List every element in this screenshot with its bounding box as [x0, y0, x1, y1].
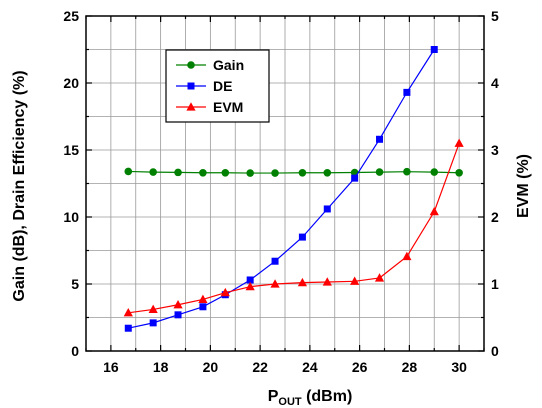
- data-point-evm: [297, 277, 308, 287]
- legend-marker-gain: [187, 61, 195, 69]
- x-tick-label: 24: [302, 359, 318, 375]
- y-right-tick-label: 3: [491, 142, 499, 158]
- data-point-evm: [322, 277, 332, 286]
- series-gain: [124, 167, 463, 177]
- y-left-tick-label: 25: [63, 8, 79, 24]
- legend: Gain DE EVM: [165, 49, 270, 123]
- x-axis-title-unit: (dBm): [302, 388, 353, 405]
- data-point-gain: [430, 168, 439, 176]
- y-right-tick-label: 5: [491, 8, 499, 24]
- data-point-de: [124, 324, 132, 332]
- x-axis-title-main: P: [268, 388, 279, 405]
- data-point-evm: [245, 281, 255, 291]
- data-point-gain: [375, 168, 384, 176]
- legend-label-de: DE: [213, 78, 232, 94]
- y-axis-left-title: Gain (dB), Drain Efficiency (%): [11, 70, 28, 301]
- data-point-de: [376, 135, 384, 143]
- y-axis-right-title: EVM (%): [515, 154, 532, 218]
- data-point-evm: [350, 276, 360, 285]
- data-point-evm: [123, 308, 133, 317]
- data-point-gain: [199, 168, 207, 177]
- data-point-de: [199, 303, 207, 311]
- series-evm: [123, 138, 464, 317]
- data-point-gain: [298, 168, 307, 177]
- y-right-tick-label: 0: [491, 343, 499, 359]
- data-point-de: [271, 257, 279, 265]
- x-axis-title: POUT (dBm): [268, 388, 353, 408]
- legend-label-gain: Gain: [213, 57, 244, 73]
- series-de: [124, 46, 438, 332]
- x-tick-label: 28: [402, 359, 418, 375]
- data-point-de: [174, 311, 182, 319]
- data-point-gain: [174, 168, 182, 177]
- data-point-de: [403, 88, 411, 96]
- y-left-tick-label: 15: [63, 142, 79, 158]
- y-right-tick-label: 2: [491, 209, 499, 225]
- legend-label-evm: EVM: [213, 99, 243, 115]
- data-point-evm: [429, 206, 439, 216]
- data-point-de: [298, 233, 306, 241]
- data-point-gain: [246, 169, 254, 177]
- legend-marker-evm: [186, 102, 196, 111]
- data-point-de: [246, 276, 254, 284]
- y-right-tick-label: 1: [491, 276, 499, 292]
- series-layer: [123, 46, 464, 332]
- data-point-de: [149, 319, 157, 327]
- data-point-de: [323, 205, 331, 213]
- x-tick-label: 20: [203, 359, 219, 375]
- y-left-tick-label: 5: [71, 276, 79, 292]
- x-tick-label: 30: [451, 359, 467, 375]
- x-tick-label: 18: [153, 359, 169, 375]
- data-point-de: [351, 174, 359, 182]
- series-line-gain: [128, 170, 460, 174]
- data-point-evm: [374, 273, 385, 282]
- data-point-gain: [124, 167, 133, 176]
- y-left-tick-label: 0: [71, 343, 79, 359]
- data-point-gain: [455, 168, 463, 177]
- data-point-evm: [270, 279, 280, 288]
- data-point-evm: [198, 294, 208, 304]
- legend-marker-de: [187, 82, 195, 90]
- data-point-evm: [148, 304, 158, 314]
- axes: 16 18 20 22 24 26 28 30 0 5 10 15 20 25 0 1 2 3 4 5: [63, 8, 499, 375]
- data-point-evm: [402, 251, 412, 261]
- data-point-gain: [323, 168, 332, 177]
- x-tick-label: 16: [103, 359, 119, 375]
- x-axis-title-subscript: OUT: [278, 396, 302, 408]
- data-point-gain: [271, 169, 279, 177]
- data-point-gain: [149, 168, 157, 176]
- data-point-evm: [220, 287, 230, 297]
- data-point-evm: [173, 299, 183, 309]
- x-tick-label: 26: [352, 359, 368, 375]
- y-left-tick-label: 20: [63, 75, 79, 91]
- x-tick-label: 22: [252, 359, 268, 375]
- data-point-gain: [403, 167, 411, 176]
- y-right-tick-label: 4: [491, 75, 499, 91]
- y-left-tick-label: 10: [63, 209, 79, 225]
- data-point-gain: [221, 168, 230, 177]
- data-point-evm: [454, 138, 464, 147]
- data-point-de: [430, 46, 438, 53]
